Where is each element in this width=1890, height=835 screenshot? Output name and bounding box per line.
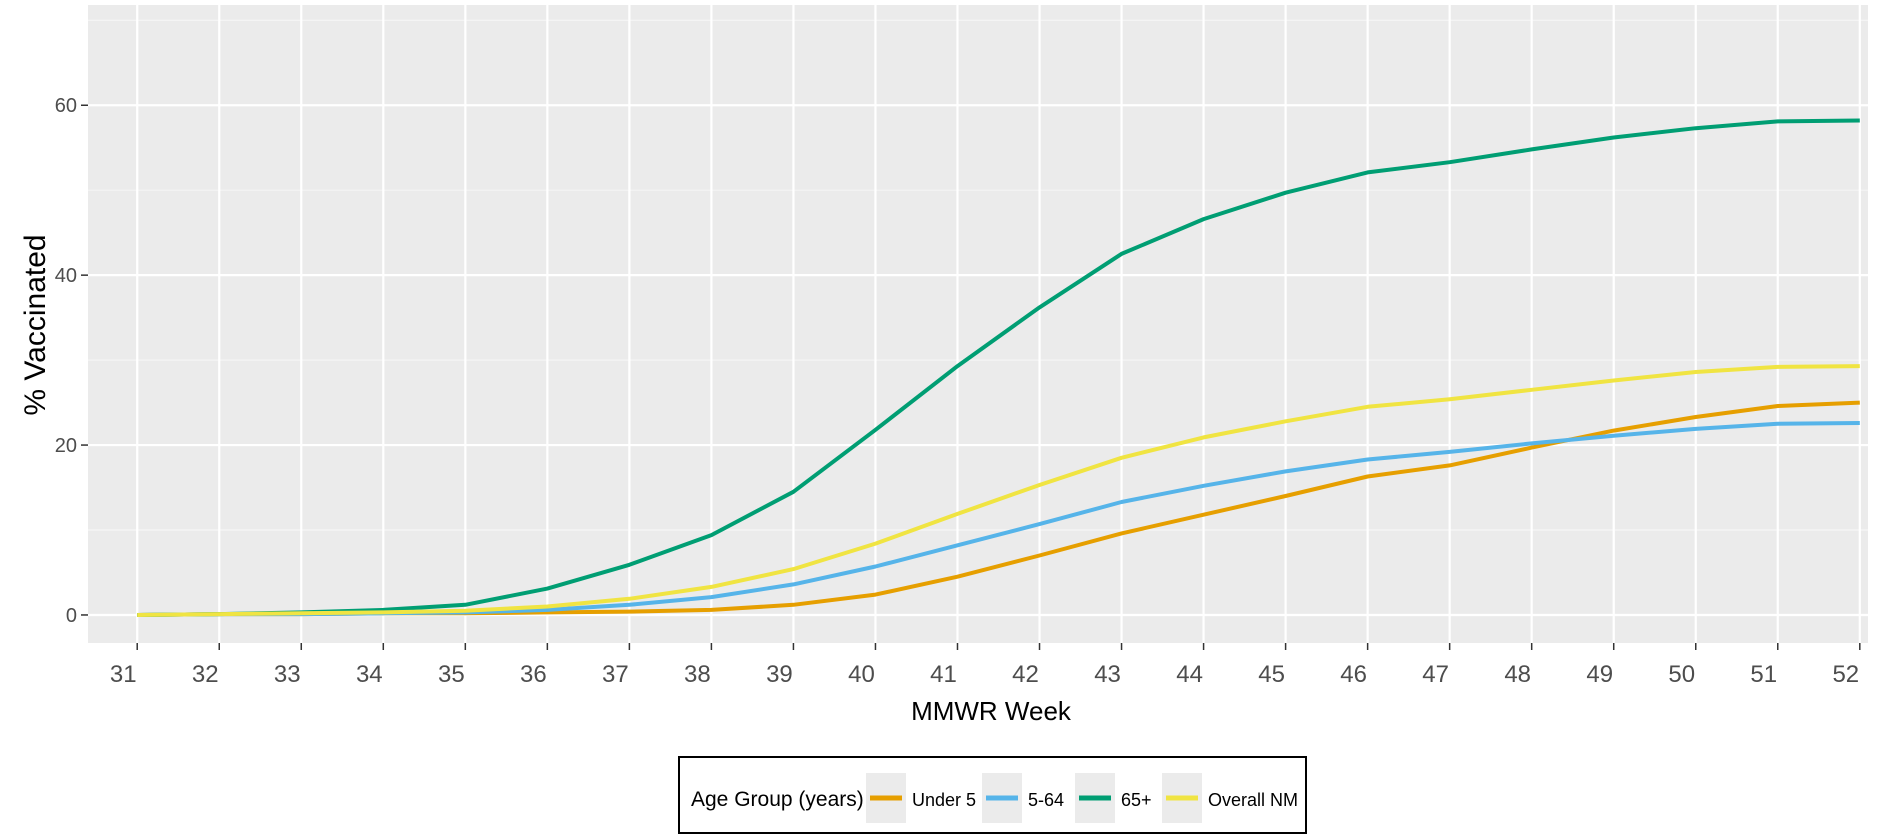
- y-tick-label: 40: [55, 265, 77, 287]
- legend: Age Group (years) Under 5 5-64 65+ Overall …: [678, 756, 1307, 834]
- x-tick-label: 33: [274, 661, 301, 688]
- x-axis: 31 32 33 34 35 36 37 38 39 40 41 42 43 44 45 46 47 48 49 50…: [110, 643, 1861, 688]
- x-tick-label: 42: [1012, 661, 1039, 688]
- y-axis-title: % Vaccinated: [19, 234, 52, 415]
- x-tick-label: 51: [1750, 661, 1777, 688]
- x-tick-label: 46: [1340, 661, 1367, 688]
- y-tick-label: 0: [66, 605, 77, 627]
- y-axis: 0 20 40 60: [55, 95, 88, 627]
- x-tick-label: 44: [1176, 661, 1203, 688]
- x-tick-label: 34: [356, 661, 383, 688]
- x-tick-label: 40: [848, 661, 875, 688]
- plot-panel: [88, 5, 1868, 643]
- x-tick-label: 50: [1668, 661, 1695, 688]
- legend-label-overall-nm: Overall NM: [1208, 790, 1298, 810]
- legend-label-5-64: 5-64: [1028, 790, 1064, 810]
- x-tick-label: 35: [438, 661, 465, 688]
- x-tick-label: 48: [1504, 661, 1531, 688]
- series-lines: [137, 118, 1860, 617]
- x-tick-label: 49: [1586, 661, 1613, 688]
- legend-items: Under 5 5-64 65+ Overall NM: [866, 773, 1298, 823]
- x-tick-label: 32: [192, 661, 219, 688]
- minor-gridlines: [88, 19, 1868, 531]
- x-tick-label: 47: [1422, 661, 1449, 688]
- x-axis-title: MMWR Week: [911, 696, 1072, 726]
- series-line-65-: [137, 118, 1860, 617]
- x-tick-label: 43: [1094, 661, 1121, 688]
- x-tick-label: 37: [602, 661, 629, 688]
- series-line-overall-nm: [137, 364, 1860, 617]
- y-tick-label: 20: [55, 435, 77, 457]
- x-tick-label: 52: [1832, 661, 1859, 688]
- legend-label-65-: 65+: [1121, 790, 1152, 810]
- x-tick-label: 38: [684, 661, 711, 688]
- legend-label-under-5: Under 5: [912, 790, 976, 810]
- x-tick-label: 31: [110, 661, 137, 688]
- y-tick-label: 60: [55, 95, 77, 117]
- major-gridlines: [88, 5, 1868, 643]
- x-tick-label: 45: [1258, 661, 1285, 688]
- x-tick-label: 41: [930, 661, 957, 688]
- x-tick-label: 39: [766, 661, 793, 688]
- legend-title: Age Group (years): [691, 788, 864, 811]
- x-tick-label: 36: [520, 661, 547, 688]
